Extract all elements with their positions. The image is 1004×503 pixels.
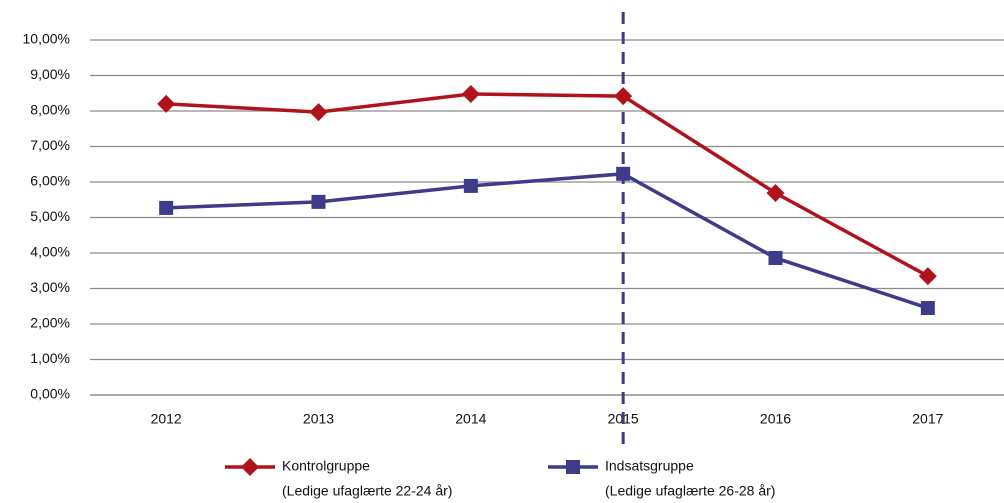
y-tick-label: 0,00%: [30, 386, 70, 402]
marker: [614, 87, 633, 106]
marker: [311, 194, 326, 209]
y-tick-label: 6,00%: [30, 173, 70, 189]
marker: [920, 301, 935, 316]
x-tick-label: 2017: [912, 411, 943, 427]
y-tick-label: 5,00%: [30, 208, 70, 224]
y-tick-label: 3,00%: [30, 279, 70, 295]
series-line: [166, 172, 929, 310]
y-tick-label: 8,00%: [30, 102, 70, 118]
marker: [766, 184, 785, 203]
legend-label: Indsatsgruppe: [605, 458, 694, 474]
y-tick-label: 2,00%: [30, 315, 70, 331]
legend-note: (Ledige ufaglærte 26-28 år): [605, 483, 775, 499]
series-line: [166, 92, 929, 278]
y-tick-label: 7,00%: [30, 137, 70, 153]
x-tick-label: 2016: [760, 411, 791, 427]
marker: [463, 178, 478, 193]
y-tick-label: 4,00%: [30, 244, 70, 260]
legend-label: Kontrolgruppe: [282, 458, 370, 474]
marker: [157, 94, 176, 113]
y-tick-label: 9,00%: [30, 66, 70, 82]
x-tick-label: 2012: [151, 411, 182, 427]
marker: [309, 103, 328, 122]
marker: [159, 200, 174, 215]
marker: [461, 84, 480, 103]
x-tick-label: 2014: [455, 411, 486, 427]
y-tick-label: 10,00%: [23, 31, 70, 47]
y-tick-label: 1,00%: [30, 350, 70, 366]
legend-note: (Ledige ufaglærte 22-24 år): [282, 483, 452, 499]
marker: [768, 250, 783, 265]
marker: [616, 166, 631, 181]
x-tick-label: 2013: [303, 411, 334, 427]
legend-marker: [566, 460, 580, 474]
legend-marker: [241, 458, 259, 476]
marker: [918, 267, 937, 286]
